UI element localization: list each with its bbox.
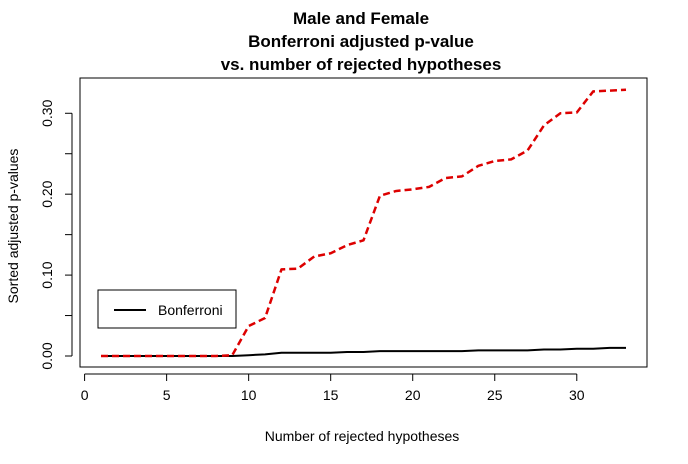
x-tick-label-30: 30 xyxy=(569,387,585,403)
x-tick-label-10: 10 xyxy=(241,387,257,403)
legend-label-bonferroni: Bonferroni xyxy=(158,302,223,318)
x-tick-label-0: 0 xyxy=(81,387,89,403)
legend: Bonferroni xyxy=(97,289,237,329)
y-axis-label: Sorted adjusted p-values xyxy=(5,149,21,304)
x-tick-label-20: 20 xyxy=(405,387,421,403)
chart-title-line-2: Bonferroni adjusted p-value xyxy=(248,32,474,51)
chart-title: Male and Female Bonferroni adjusted p-va… xyxy=(221,9,502,74)
legend-box xyxy=(97,289,237,329)
series-line-bonferroni xyxy=(101,346,626,357)
x-tick-label-5: 5 xyxy=(163,387,171,403)
y-tick-label-3: 0.30 xyxy=(39,99,55,126)
y-tick-label-1: 0.10 xyxy=(39,261,55,288)
y-tick-label-2: 0.20 xyxy=(39,180,55,207)
x-axis-label: Number of rejected hypotheses xyxy=(265,428,460,444)
y-axis: 0.00 0.10 0.20 0.30 xyxy=(39,99,73,370)
series-lines xyxy=(101,88,627,358)
x-axis: 0 5 10 15 20 25 30 xyxy=(81,373,585,403)
y-tick-label-0: 0.00 xyxy=(39,342,55,369)
x-tick-label-25: 25 xyxy=(487,387,503,403)
plot-area-border xyxy=(79,77,648,368)
chart-title-line-1: Male and Female xyxy=(293,9,429,28)
x-tick-label-15: 15 xyxy=(323,387,339,403)
chart-title-line-3: vs. number of rejected hypotheses xyxy=(221,55,502,74)
series-line-red-dashed xyxy=(101,88,627,358)
